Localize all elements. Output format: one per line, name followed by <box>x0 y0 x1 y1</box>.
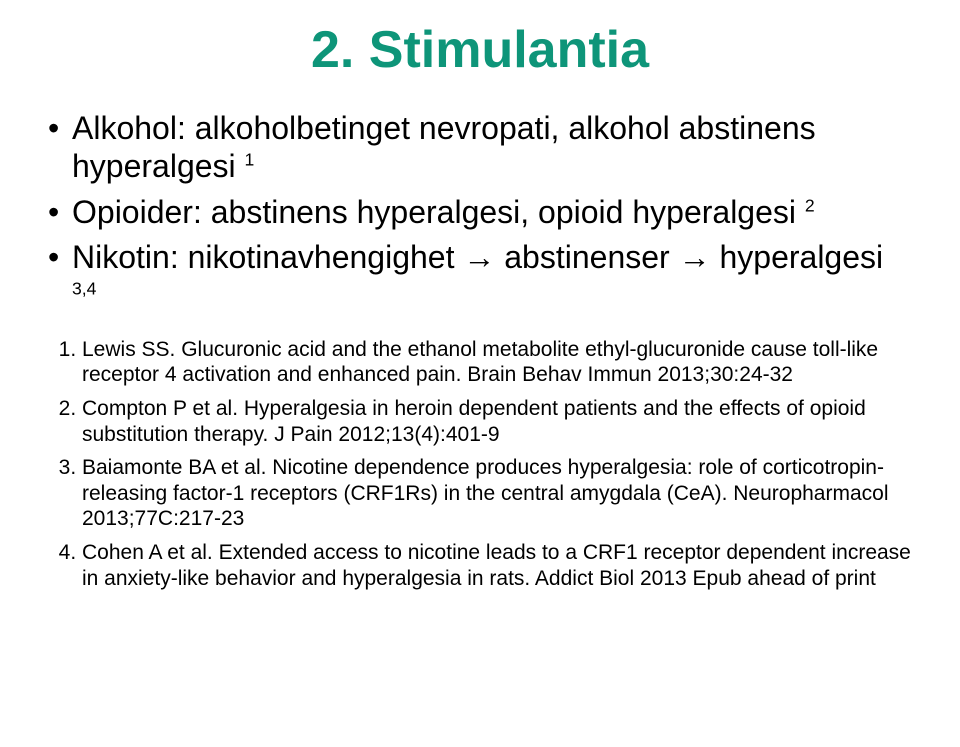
bullet-text: Opioider: abstinens hyperalgesi, opioid … <box>72 194 805 230</box>
reference-item: Cohen A et al. Extended access to nicoti… <box>82 540 916 591</box>
bullet-item: Alkohol: alkoholbetinget nevropati, alko… <box>44 110 916 186</box>
reference-item: Compton P et al. Hyperalgesia in heroin … <box>82 396 916 447</box>
bullet-text: Nikotin: nikotinavhengighet → abstinense… <box>72 239 883 275</box>
reference-item: Baiamonte BA et al. Nicotine dependence … <box>82 455 916 532</box>
bullet-item: Nikotin: nikotinavhengighet → abstinense… <box>44 239 916 315</box>
reference-list: Lewis SS. Glucuronic acid and the ethano… <box>44 337 916 591</box>
bullet-list: Alkohol: alkoholbetinget nevropati, alko… <box>44 110 916 315</box>
bullet-sup: 3,4 <box>72 278 96 298</box>
bullet-text: Alkohol: alkoholbetinget nevropati, alko… <box>72 110 816 184</box>
slide: 2. Stimulantia Alkohol: alkoholbetinget … <box>0 0 960 747</box>
bullet-sup: 2 <box>805 195 815 215</box>
reference-item: Lewis SS. Glucuronic acid and the ethano… <box>82 337 916 388</box>
bullet-sup: 1 <box>245 149 255 169</box>
slide-title: 2. Stimulantia <box>44 20 916 80</box>
bullet-item: Opioider: abstinens hyperalgesi, opioid … <box>44 194 916 232</box>
